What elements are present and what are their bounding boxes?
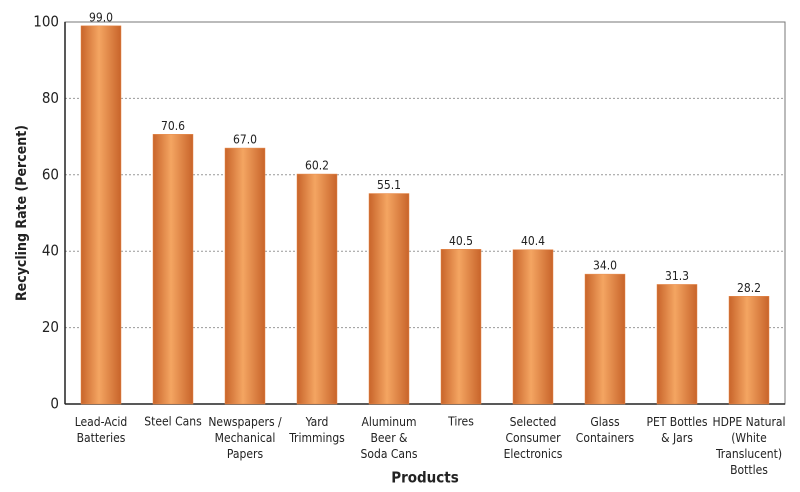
x-tick-label: Glass Containers: [576, 415, 635, 445]
bar: [656, 284, 698, 405]
x-tick-label: Yard Trimmings: [288, 415, 345, 445]
value-label: 67.0: [233, 133, 257, 147]
x-axis-title: Products: [391, 469, 459, 487]
y-tick-label: 0: [50, 395, 59, 413]
y-tick-label: 80: [42, 89, 59, 107]
bar: [152, 134, 194, 405]
y-tick-label: 20: [42, 318, 59, 336]
bar: [368, 193, 410, 405]
bar: [440, 249, 482, 405]
bar: [512, 249, 554, 405]
x-tick-label: Tires: [447, 415, 474, 429]
bar: [728, 296, 770, 405]
value-label: 40.5: [449, 234, 473, 248]
value-label: 99.0: [89, 10, 113, 24]
y-tick-label: 40: [42, 242, 59, 260]
bar: [296, 173, 338, 405]
x-tick-label: Newspapers / Mechanical Papers: [208, 415, 282, 461]
value-label: 28.2: [737, 281, 761, 295]
x-tick-label: Lead-Acid Batteries: [75, 415, 128, 445]
value-label: 70.6: [161, 119, 185, 133]
y-tick-label: 100: [33, 13, 59, 31]
x-tick-label: Selected Consumer Electronics: [504, 415, 563, 461]
bar: [224, 147, 266, 405]
value-label: 40.4: [521, 234, 545, 248]
value-label: 31.3: [665, 269, 689, 283]
value-label: 55.1: [377, 178, 401, 192]
value-label: 60.2: [305, 159, 329, 173]
x-tick-label: HDPE Natural (White Translucent) Bottles: [712, 415, 785, 477]
bar: [584, 273, 626, 405]
y-tick-label: 60: [42, 165, 59, 183]
x-tick-label: PET Bottles & Jars: [646, 415, 707, 445]
x-tick-label: Steel Cans: [144, 415, 202, 429]
value-label: 34.0: [593, 259, 617, 273]
bar: [80, 25, 122, 405]
x-tick-label: Aluminum Beer & Soda Cans: [361, 415, 418, 461]
y-axis-title: Recycling Rate (Percent): [14, 125, 30, 301]
